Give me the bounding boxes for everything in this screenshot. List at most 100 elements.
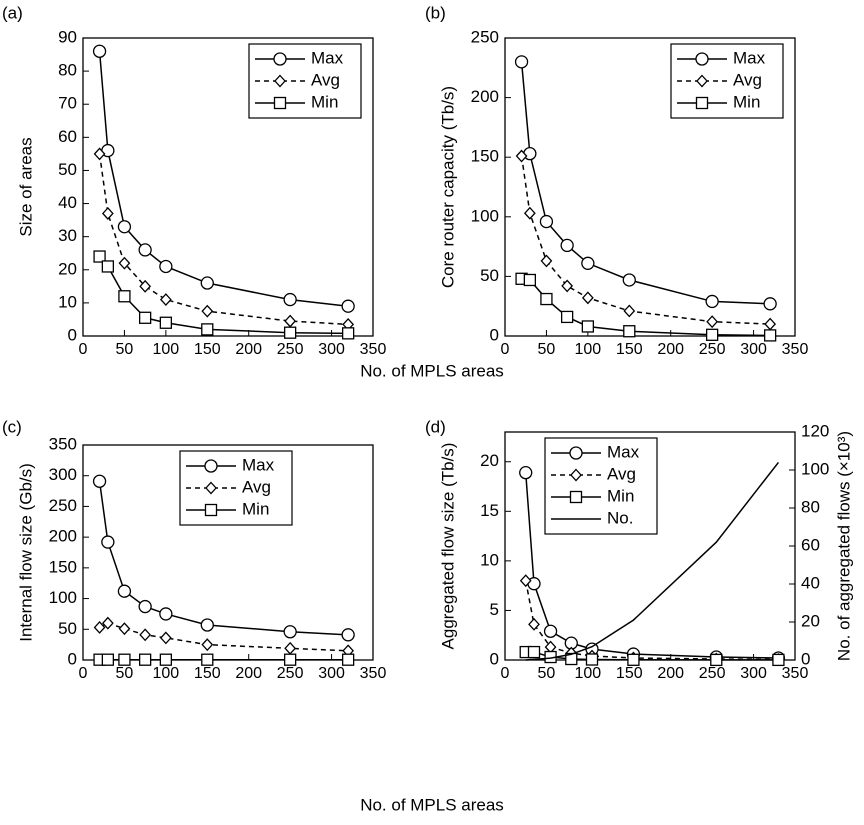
y-tick-label: 250: [471, 27, 499, 46]
legend-marker: [695, 96, 709, 110]
y-tick-label: 100: [49, 588, 77, 607]
legend-label: Max: [733, 48, 766, 67]
data-point: [138, 599, 152, 614]
y2-tick-label: 20: [801, 611, 820, 630]
legend-label: Max: [242, 455, 275, 474]
legend-marker: [274, 74, 286, 88]
data-point: [527, 645, 541, 659]
series-line: [524, 580, 779, 661]
data-point: [283, 653, 297, 666]
series-line: [98, 51, 349, 307]
y-tick-label: 150: [471, 147, 499, 166]
series-line: [98, 481, 349, 636]
data-point: [515, 149, 528, 163]
x-tick-label: 100: [575, 665, 602, 682]
data-point: [101, 616, 114, 630]
data-point: [101, 260, 115, 273]
data-point: [101, 535, 115, 549]
data-point: [623, 304, 636, 318]
data-point: [93, 620, 106, 634]
legend-label: Min: [607, 486, 634, 505]
y2-tick-label: 120: [801, 421, 829, 440]
legend-marker: [696, 74, 708, 88]
legend-marker: [569, 446, 583, 460]
data-point: [118, 256, 131, 270]
y-tick-label: 30: [58, 226, 77, 245]
data-point: [118, 290, 131, 303]
y-tick-label: 50: [480, 266, 499, 285]
data-point: [543, 624, 558, 638]
data-point: [159, 631, 172, 645]
y-tick-label: 20: [480, 451, 499, 470]
data-point: [560, 310, 574, 324]
data-point: [622, 273, 636, 287]
y-axis-label: Internal flow size (Gb/s): [16, 463, 35, 642]
x-tick-label: 350: [360, 665, 387, 682]
legend-marker: [273, 52, 287, 66]
plot-frame: [82, 37, 374, 337]
data-point: [528, 617, 540, 631]
x-tick-label: 200: [235, 665, 262, 682]
data-point: [138, 311, 152, 324]
y2-axis-label: No. of aggregated flows (×10³): [834, 431, 853, 661]
x-axis-label: No. of MPLS areas: [360, 795, 504, 814]
data-point: [200, 618, 214, 632]
x-tick-label: 250: [699, 665, 726, 682]
data-point: [118, 622, 131, 636]
data-point: [539, 214, 554, 229]
panel-label: (c): [2, 417, 22, 436]
y-tick-label: 350: [49, 434, 77, 453]
data-point: [201, 638, 214, 652]
y-tick-label: 0: [490, 649, 499, 668]
data-point: [201, 653, 214, 666]
y-tick-label: 200: [471, 87, 499, 106]
x-tick-label: 150: [616, 665, 643, 682]
data-point: [93, 250, 106, 263]
legend-marker: [204, 503, 218, 517]
y-tick-label: 80: [58, 61, 77, 80]
x-tick-label: 250: [277, 665, 304, 682]
y-tick-label: 10: [480, 550, 499, 569]
legend-label: No.: [607, 508, 633, 527]
data-point: [101, 207, 114, 220]
x-tick-label: 200: [657, 341, 684, 358]
data-point: [159, 293, 172, 307]
data-point: [159, 259, 173, 274]
legend-box: [544, 437, 658, 535]
y-tick-label: 0: [68, 649, 77, 668]
data-point: [159, 607, 173, 621]
legend-label: Max: [311, 48, 344, 67]
series-line: [521, 278, 771, 337]
data-point: [710, 653, 723, 667]
legend-marker: [570, 468, 582, 482]
data-point: [514, 55, 529, 69]
data-point: [540, 254, 553, 268]
plot-frame: [504, 37, 796, 337]
data-point: [118, 653, 131, 666]
y-tick-label: 200: [49, 527, 77, 546]
legend-label: Avg: [242, 477, 271, 496]
data-point: [341, 628, 355, 642]
x-tick-label: 350: [360, 341, 387, 358]
y-tick-label: 0: [490, 325, 499, 344]
x-tick-label: 300: [740, 665, 767, 682]
data-point: [705, 294, 719, 309]
data-point: [283, 326, 297, 339]
panel-label: (d): [425, 417, 446, 436]
x-tick-label: 50: [538, 341, 556, 358]
legend-label: Min: [733, 92, 760, 111]
x-tick-label: 100: [575, 341, 602, 358]
legend-label: Avg: [607, 464, 636, 483]
x-tick-label: 300: [740, 341, 767, 358]
data-point: [159, 316, 173, 329]
data-point: [341, 653, 355, 666]
x-tick-label: 250: [277, 341, 304, 358]
data-point: [284, 641, 297, 655]
series-line: [520, 155, 771, 325]
x-tick-label: 150: [194, 665, 221, 682]
x-tick-label: 50: [538, 665, 556, 682]
y-tick-label: 300: [49, 465, 77, 484]
legend-label: Max: [607, 442, 640, 461]
y-axis-label: Size of areas: [16, 137, 35, 236]
data-point: [581, 320, 595, 333]
